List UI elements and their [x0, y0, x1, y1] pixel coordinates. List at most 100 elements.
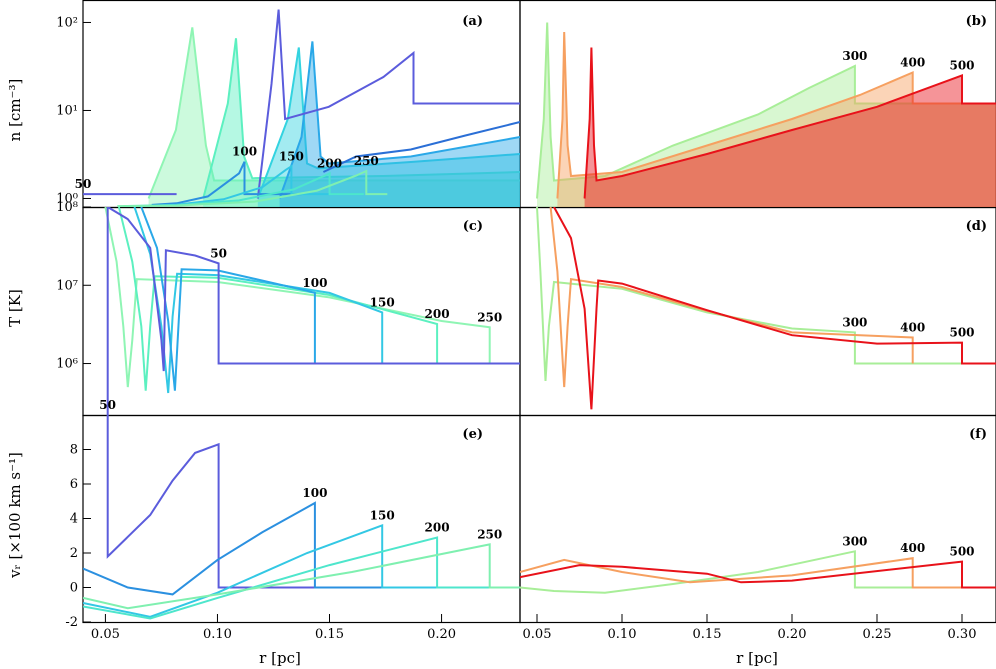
chart-e-group: 50 100 150 200 250	[83, 398, 520, 620]
shell-label-250: 250	[477, 527, 502, 541]
shell-label-400: 400	[900, 541, 925, 555]
x-axis-label-right: r [pc]	[736, 649, 778, 667]
shell-label-T-300: 300	[842, 315, 867, 329]
shell-label-100: 100	[232, 145, 257, 159]
chart-f-group: 300 400 500	[520, 534, 996, 594]
shell-label-200: 200	[425, 520, 450, 534]
panel-label-d: (d)	[966, 219, 987, 234]
series-line-0	[104, 207, 520, 388]
x-tick-label: 0.20	[778, 627, 807, 642]
shell-label-300: 300	[842, 49, 867, 63]
shell-label-100: 100	[302, 486, 327, 500]
shell-label-150: 150	[370, 508, 395, 522]
series-line-0	[106, 415, 520, 589]
x-tick-label: 0.05	[91, 627, 120, 642]
x-tick-label: 0.10	[203, 627, 232, 642]
y-tick-label: 10⁸	[56, 200, 78, 215]
y-tick-label: 4	[70, 512, 78, 527]
shell-label-T-400: 400	[900, 321, 925, 335]
y-tick-label: 0	[70, 581, 78, 596]
shell-label-T-100: 100	[302, 276, 327, 290]
chart-c-group	[104, 207, 520, 415]
panel-label-a: (a)	[462, 14, 483, 29]
panel-frame-5	[519, 414, 996, 624]
shell-label-T-150: 150	[370, 295, 395, 309]
series-line-0	[520, 550, 996, 594]
panel-label-c: (c)	[463, 219, 483, 234]
series-line-4	[83, 543, 520, 610]
shell-label-50: 50	[99, 398, 116, 412]
series-line-1	[202, 38, 520, 199]
y-tick-label: 8	[70, 443, 78, 458]
y-tick-label: 10⁶	[56, 357, 78, 372]
panel-frame-2	[82, 206, 521, 417]
shell-label-200: 200	[317, 156, 342, 170]
y-axis-label-T: T [K]	[6, 289, 24, 327]
x-tick-label: 0.25	[863, 627, 892, 642]
series-line-2	[83, 523, 520, 618]
series-fill	[279, 41, 520, 207]
series-line-0	[536, 207, 996, 381]
series-line-4	[117, 169, 388, 207]
series-fill	[537, 22, 996, 207]
y-tick-label: 10⁰	[56, 191, 78, 206]
series-line-3	[140, 207, 316, 391]
series-line-2	[520, 560, 996, 589]
shell-label-T-500: 500	[949, 326, 974, 340]
x-tick-label: 0.30	[948, 627, 977, 642]
panel-label-b: (b)	[966, 14, 987, 29]
chart-b-group	[536, 22, 996, 207]
x-tick-label: 0.20	[427, 627, 456, 642]
shell-label-400: 400	[900, 56, 925, 70]
series-line-4	[106, 207, 520, 415]
y-tick-label: 6	[70, 477, 78, 492]
y-tick-label: 10²	[56, 15, 78, 30]
x-tick-label: 0.15	[315, 627, 344, 642]
series-line-1	[117, 207, 439, 391]
shell-label-T-200: 200	[425, 307, 450, 321]
y-axis-label-n: n [cm⁻³]	[6, 79, 24, 142]
series-line-1	[151, 161, 302, 206]
series-fill	[557, 32, 996, 207]
shell-label-250: 250	[354, 154, 379, 168]
panel-frame-3	[519, 206, 996, 417]
series-line-5	[322, 121, 520, 173]
series-line-2	[553, 207, 996, 410]
x-tick-label: 0.05	[523, 627, 552, 642]
series-fill	[584, 47, 996, 207]
series-fill	[148, 27, 520, 207]
shell-label-T-50: 50	[210, 246, 227, 260]
x-axis-label-left: r [pc]	[259, 649, 301, 667]
panel-label-e: (e)	[462, 427, 483, 442]
series-line-3	[278, 41, 520, 199]
series-line-1	[520, 557, 996, 589]
chart-abupperstrip-group: 50 100 150 200 250	[75, 145, 388, 207]
shell-label-300: 300	[842, 534, 867, 548]
shell-label-150: 150	[279, 149, 304, 163]
series-fill	[257, 47, 520, 207]
panel-label-f: (f)	[969, 427, 987, 442]
shell-label-T-250: 250	[477, 310, 502, 324]
series-line-0	[147, 27, 520, 199]
series-line-4	[256, 9, 520, 199]
series-line-0	[536, 22, 996, 199]
y-tick-label: 10¹	[56, 103, 78, 118]
shell-label-500: 500	[949, 545, 974, 559]
y-tick-label: -2	[65, 615, 78, 630]
series-line-1	[556, 31, 996, 199]
series-line-1	[549, 207, 914, 388]
x-tick-label: 0.10	[608, 627, 637, 642]
x-tick-label: 0.15	[693, 627, 722, 642]
shell-label-500: 500	[949, 58, 974, 72]
shell-label-50: 50	[75, 177, 92, 191]
y-tick-label: 2	[70, 546, 78, 561]
chart-d-group	[536, 207, 996, 410]
y-tick-label: 10⁷	[56, 278, 78, 293]
series-line-2	[583, 47, 996, 199]
series-line-1	[83, 501, 520, 596]
series-line-3	[83, 536, 520, 620]
y-axis-label-v: vᵣ [×100 km s⁻¹]	[6, 452, 24, 579]
chart-a-group	[147, 9, 520, 207]
